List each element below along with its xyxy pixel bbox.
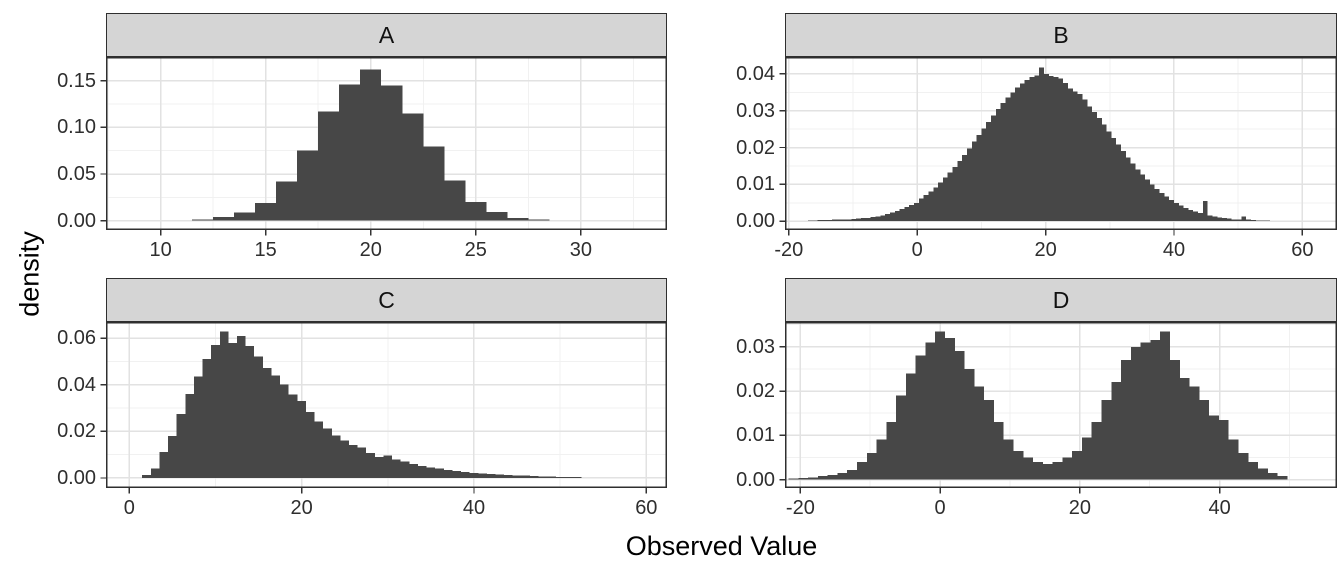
y-tick-label: 0.02 <box>736 136 775 159</box>
facet-strip-a: A <box>106 13 667 57</box>
x-tick-label: 20 <box>290 497 313 519</box>
y-tick-label: 0.00 <box>57 209 96 232</box>
y-tick-label: 0.02 <box>736 380 775 403</box>
x-tick-label: 0 <box>123 497 135 519</box>
y-tick-label: 0.00 <box>736 210 775 233</box>
panel-plot-c <box>100 321 667 494</box>
x-tick-label: 10 <box>149 239 172 261</box>
x-tick-label: 0 <box>911 239 923 261</box>
y-tick-label: 0.06 <box>57 327 96 350</box>
x-tick-label: -20 <box>785 497 815 519</box>
x-axis-title: Observed Value <box>625 531 818 561</box>
y-tick-label: 0.00 <box>736 468 775 491</box>
panel-plot-a <box>100 56 667 236</box>
x-tick-label: 40 <box>1162 239 1186 261</box>
x-tick-label: 25 <box>464 239 487 261</box>
x-axis-tick-labels-c: 0 20 40 60 <box>106 497 667 519</box>
y-tick-label: 0.05 <box>57 163 96 186</box>
y-tick-label: 0.04 <box>736 62 775 85</box>
facet-strip-label: C <box>378 286 395 313</box>
x-axis-tick-labels-b: -20 0 20 40 60 <box>774 239 1337 261</box>
facet-strip-c: C <box>106 278 667 322</box>
y-axis-tick-labels-c: 0.00 0.02 0.04 0.06 <box>20 322 96 488</box>
y-axis-tick-labels-b: 0.00 0.01 0.02 0.03 0.04 <box>699 57 775 233</box>
y-tick-label: 0.10 <box>57 116 96 139</box>
x-tick-label: 60 <box>1291 239 1314 261</box>
x-tick-label: 30 <box>569 239 592 261</box>
y-axis-title: density <box>14 231 45 317</box>
x-tick-label: 60 <box>635 497 658 519</box>
facet-strip-b: B <box>785 13 1337 57</box>
y-axis-tick-labels-a: 0.00 0.05 0.10 0.15 <box>20 57 96 232</box>
x-tick-label: 15 <box>254 239 277 261</box>
x-tick-label: 40 <box>462 497 486 519</box>
x-axis-tick-labels-d: -20 0 20 40 <box>785 497 1337 519</box>
x-tick-label: 20 <box>1068 497 1091 519</box>
y-tick-label: 0.02 <box>57 420 96 443</box>
panel-plot-b <box>779 56 1337 236</box>
x-tick-label: 20 <box>359 239 382 261</box>
x-tick-label: 20 <box>1034 239 1057 261</box>
facet-strip-d: D <box>785 278 1337 322</box>
facet-strip-label: A <box>378 21 395 48</box>
y-tick-label: 0.01 <box>736 173 775 196</box>
x-axis-tick-labels-a: 10 15 20 25 30 <box>106 239 667 261</box>
x-tick-label: -20 <box>774 239 804 261</box>
facet-strip-label: B <box>1053 21 1069 48</box>
y-tick-label: 0.15 <box>57 69 96 92</box>
y-tick-label: 0.00 <box>57 466 96 489</box>
y-axis-tick-labels-d: 0.00 0.01 0.02 0.03 <box>699 322 775 491</box>
x-tick-label: 40 <box>1208 497 1231 519</box>
facet-strip-label: D <box>1052 286 1070 313</box>
y-tick-label: 0.04 <box>57 373 96 396</box>
y-tick-label: 0.03 <box>736 335 775 358</box>
y-tick-label: 0.03 <box>736 99 775 122</box>
x-tick-label: 0 <box>934 497 946 519</box>
y-tick-label: 0.01 <box>736 424 775 447</box>
panel-plot-d <box>779 321 1337 494</box>
